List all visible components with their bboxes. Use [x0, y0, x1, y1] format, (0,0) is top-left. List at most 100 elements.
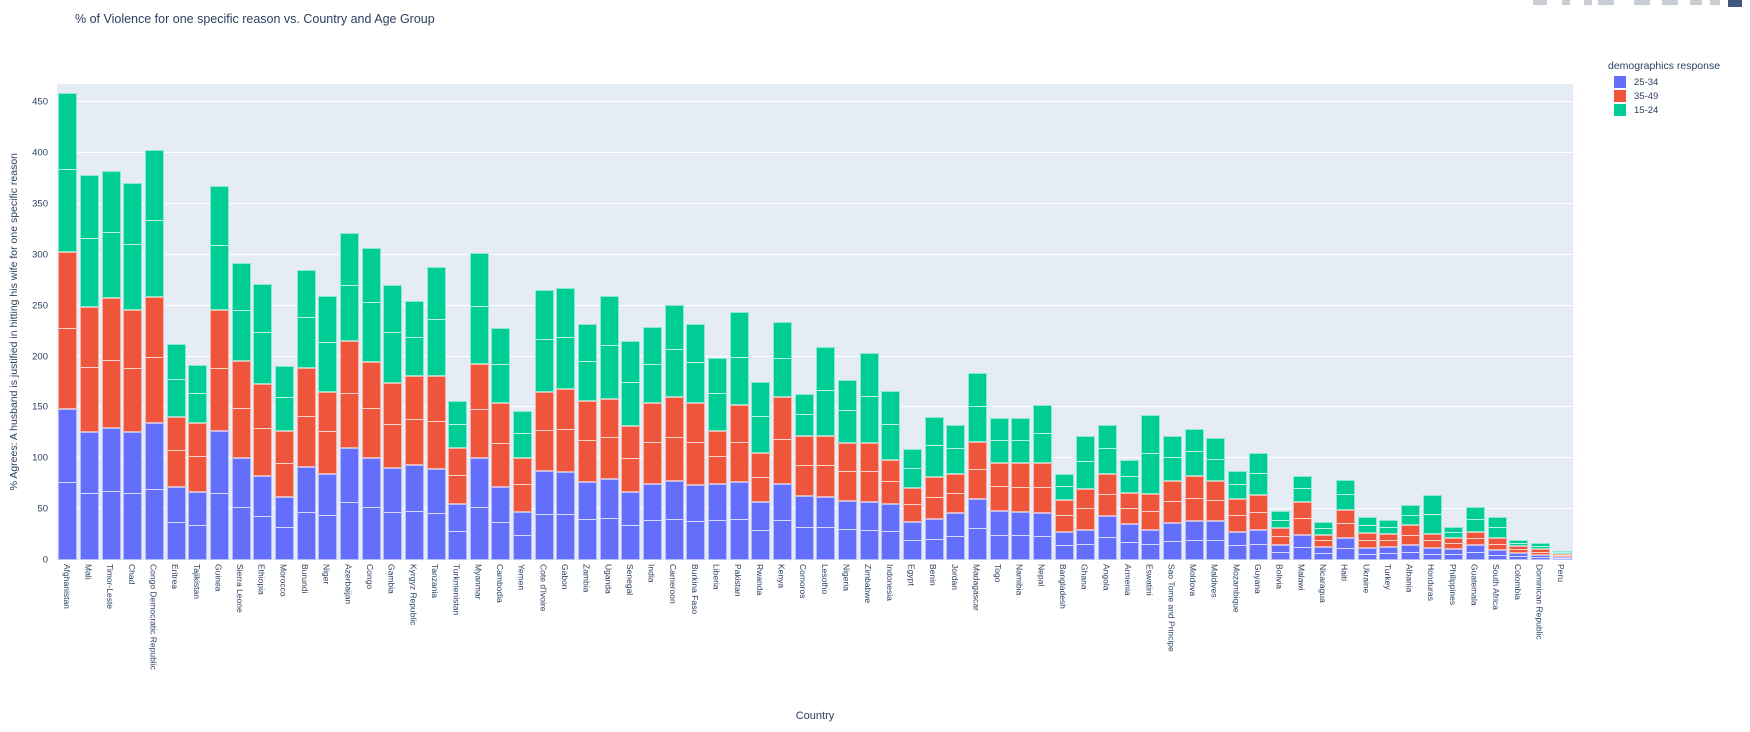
bar-segment[interactable] [1206, 437, 1226, 481]
bar-segment[interactable] [1141, 414, 1161, 494]
bar-segment[interactable] [556, 389, 576, 472]
bar-segment[interactable] [1227, 531, 1247, 560]
stacked-bar[interactable] [816, 347, 836, 560]
bar-segment[interactable] [751, 382, 771, 454]
stacked-bar[interactable] [188, 364, 208, 560]
stacked-bar[interactable] [1314, 522, 1334, 560]
stacked-bar[interactable] [578, 324, 598, 560]
bar-segment[interactable] [686, 403, 706, 485]
bar-segment[interactable] [1357, 547, 1377, 560]
bar-segment[interactable] [513, 512, 533, 560]
stacked-bar[interactable] [924, 416, 944, 560]
stacked-bar[interactable] [274, 365, 294, 560]
stacked-bar[interactable] [1249, 453, 1269, 560]
bar-segment[interactable] [361, 458, 381, 560]
bar-segment[interactable] [469, 252, 489, 364]
stacked-bar[interactable] [469, 252, 489, 560]
bar-segment[interactable] [58, 93, 78, 252]
bar-segment[interactable] [794, 435, 814, 496]
bar-segment[interactable] [253, 384, 273, 476]
bar-segment[interactable] [881, 391, 901, 461]
bar-segment[interactable] [643, 327, 663, 404]
toolbar-icon-fragment[interactable] [1584, 0, 1592, 5]
stacked-bar[interactable] [1444, 527, 1464, 560]
bar-segment[interactable] [166, 344, 186, 417]
bar-segment[interactable] [1357, 517, 1377, 533]
stacked-bar[interactable] [513, 410, 533, 560]
stacked-bar[interactable] [296, 270, 316, 560]
bar-segment[interactable] [1076, 529, 1096, 560]
bar-segment[interactable] [1271, 528, 1291, 545]
bar-segment[interactable] [1379, 520, 1399, 534]
bar-segment[interactable] [599, 399, 619, 479]
bar-segment[interactable] [79, 306, 99, 432]
bar-segment[interactable] [1097, 516, 1117, 560]
bar-segment[interactable] [448, 504, 468, 560]
bar-segment[interactable] [1076, 488, 1096, 530]
stacked-bar[interactable] [708, 357, 728, 560]
bar-segment[interactable] [1249, 494, 1269, 530]
bar-segment[interactable] [426, 375, 446, 470]
bar-segment[interactable] [469, 363, 489, 459]
stacked-bar[interactable] [101, 171, 121, 560]
plot-area[interactable] [57, 84, 1573, 560]
toolbar-icon-fragment[interactable] [1690, 0, 1702, 5]
bar-segment[interactable] [383, 468, 403, 560]
stacked-bar[interactable] [643, 327, 663, 560]
bar-segment[interactable] [534, 470, 554, 560]
stacked-bar[interactable] [1097, 424, 1117, 560]
toolbar-icon-fragment[interactable] [1634, 0, 1650, 5]
bar-segment[interactable] [1184, 475, 1204, 522]
bar-segment[interactable] [318, 392, 338, 474]
bar-segment[interactable] [816, 435, 836, 497]
stacked-bar[interactable] [1011, 417, 1031, 560]
stacked-bar[interactable] [1119, 460, 1139, 560]
bar-segment[interactable] [1162, 480, 1182, 524]
stacked-bar[interactable] [751, 382, 771, 560]
bar-segment[interactable] [1466, 507, 1486, 532]
bar-segment[interactable] [1552, 556, 1572, 560]
bar-segment[interactable] [1422, 547, 1442, 560]
bar-segment[interactable] [621, 425, 641, 492]
bar-segment[interactable] [58, 251, 78, 410]
bar-segment[interactable] [1141, 493, 1161, 530]
bar-segment[interactable] [643, 403, 663, 484]
bar-segment[interactable] [426, 267, 446, 376]
bar-segment[interactable] [144, 150, 164, 297]
bar-segment[interactable] [989, 511, 1009, 560]
bar-segment[interactable] [1011, 417, 1031, 464]
toolbar-icon-fragment[interactable] [1598, 0, 1614, 5]
bar-segment[interactable] [188, 364, 208, 423]
bar-segment[interactable] [1552, 550, 1572, 554]
bar-segment[interactable] [144, 422, 164, 560]
bar-segment[interactable] [1487, 537, 1507, 550]
bar-segment[interactable] [448, 448, 468, 505]
bar-segment[interactable] [188, 491, 208, 560]
bar-segment[interactable] [729, 311, 749, 406]
bar-segment[interactable] [274, 365, 294, 431]
bar-segment[interactable] [1184, 428, 1204, 476]
bar-segment[interactable] [1531, 542, 1550, 549]
bar-segment[interactable] [426, 469, 446, 560]
stacked-bar[interactable] [599, 295, 619, 560]
stacked-bar[interactable] [1357, 517, 1377, 560]
bar-segment[interactable] [1227, 498, 1247, 532]
bar-segment[interactable] [924, 476, 944, 520]
bar-segment[interactable] [729, 481, 749, 560]
bar-segment[interactable] [946, 513, 966, 560]
stacked-bar[interactable] [1466, 507, 1486, 560]
bar-segment[interactable] [166, 486, 186, 560]
bar-segment[interactable] [924, 519, 944, 560]
bar-segment[interactable] [296, 467, 316, 560]
bar-segment[interactable] [1487, 549, 1507, 560]
bar-segment[interactable] [231, 263, 251, 361]
legend-item[interactable]: 25-34 [1614, 76, 1720, 88]
bar-segment[interactable] [209, 430, 229, 560]
bar-segment[interactable] [556, 288, 576, 390]
bar-segment[interactable] [1357, 532, 1377, 548]
bar-segment[interactable] [231, 458, 251, 560]
bar-segment[interactable] [361, 247, 381, 362]
bar-segment[interactable] [1011, 463, 1031, 513]
bar-segment[interactable] [1119, 492, 1139, 525]
toolbar-icon-fragment[interactable] [1662, 0, 1678, 5]
